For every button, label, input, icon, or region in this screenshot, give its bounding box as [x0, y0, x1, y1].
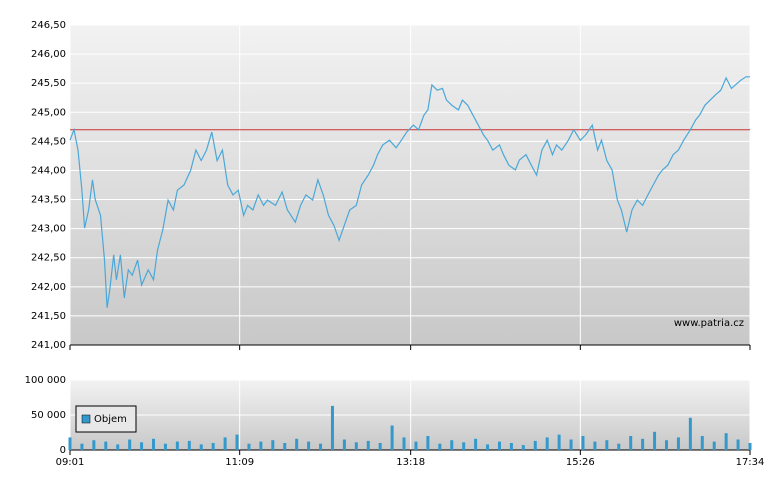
y-tick-label: 242,00: [31, 282, 66, 293]
volume-bar: [211, 443, 215, 450]
x-tick-label: 17:34: [736, 457, 765, 468]
volume-bar: [247, 443, 251, 450]
volume-bar: [295, 438, 299, 450]
volume-bar: [175, 441, 179, 450]
volume-bar: [378, 443, 382, 450]
volume-bar: [593, 441, 597, 450]
volume-bar: [68, 437, 72, 450]
x-tick-label: 13:18: [396, 457, 425, 468]
legend-box: [75, 405, 137, 433]
volume-bar: [366, 440, 370, 450]
volume-bar: [497, 441, 501, 450]
volume-bar: [724, 433, 728, 450]
volume-bar: [319, 443, 323, 450]
volume-bar: [533, 440, 537, 450]
volume-bar: [676, 437, 680, 450]
legend-label: Objem: [94, 414, 127, 425]
volume-bar: [307, 441, 311, 450]
volume-bar: [486, 444, 490, 450]
volume-bar: [140, 442, 144, 450]
watermark: www.patria.cz: [674, 318, 744, 329]
x-tick-label: 11:09: [225, 457, 254, 468]
volume-bar: [163, 443, 167, 450]
volume-bar: [390, 425, 394, 450]
volume-bar: [438, 443, 442, 450]
y-tick-label: 50 000: [31, 410, 66, 421]
volume-bar: [688, 417, 692, 450]
volume-bar: [80, 443, 84, 450]
y-tick-label: 243,50: [31, 195, 66, 206]
volume-bar: [545, 437, 549, 450]
volume-bar: [664, 440, 668, 450]
volume-bar: [235, 434, 239, 450]
y-tick-label: 241,00: [31, 340, 66, 351]
volume-bar: [474, 438, 478, 450]
y-tick-label: 243,00: [31, 224, 66, 235]
price-line: [69, 76, 750, 308]
volume-bar: [283, 443, 287, 450]
volume-bar: [462, 442, 466, 450]
volume-bar: [223, 437, 227, 450]
volume-bar: [736, 439, 740, 450]
volume-bar: [450, 440, 454, 450]
y-tick-label: 244,50: [31, 136, 66, 147]
volume-bar: [152, 438, 156, 450]
y-tick-label: 246,00: [31, 49, 66, 60]
volume-bar: [641, 438, 645, 450]
volume-bar: [653, 431, 657, 450]
y-tick-label: 242,50: [31, 253, 66, 264]
legend-swatch: [81, 414, 91, 424]
volume-bar: [605, 440, 609, 450]
volume-bar: [330, 405, 334, 450]
volume-bar: [569, 439, 573, 450]
x-tick-label: 09:01: [56, 457, 85, 468]
y-tick-label: 100 000: [25, 375, 66, 386]
volume-bar: [581, 436, 585, 450]
volume-bar: [187, 440, 191, 450]
volume-bar: [199, 444, 203, 450]
y-tick-label: 0: [60, 445, 66, 456]
volume-bar: [521, 445, 525, 450]
volume-bar: [509, 443, 513, 450]
volume-bar: [259, 441, 263, 450]
volume-bar: [629, 436, 633, 450]
volume-bar: [700, 436, 704, 450]
volume-bar: [426, 436, 430, 450]
volume-bar: [92, 440, 96, 450]
y-tick-label: 246,50: [31, 20, 66, 31]
volume-bar: [104, 441, 108, 450]
y-tick-label: 245,00: [31, 107, 66, 118]
volume-bar: [342, 439, 346, 450]
volume-bar: [557, 434, 561, 450]
volume-bar: [116, 444, 120, 450]
volume-bar: [354, 442, 358, 450]
price-plot-area: [70, 25, 750, 345]
y-tick-label: 241,50: [31, 311, 66, 322]
volume-bar: [271, 440, 275, 450]
volume-bar: [748, 443, 752, 450]
y-tick-label: 245,50: [31, 78, 66, 89]
volume-bar: [402, 437, 406, 450]
y-tick-label: 244,00: [31, 165, 66, 176]
volume-bar: [414, 441, 418, 450]
x-tick-label: 15:26: [566, 457, 595, 468]
volume-bar: [128, 439, 132, 450]
volume-bar: [617, 443, 621, 450]
volume-bar: [712, 441, 716, 450]
